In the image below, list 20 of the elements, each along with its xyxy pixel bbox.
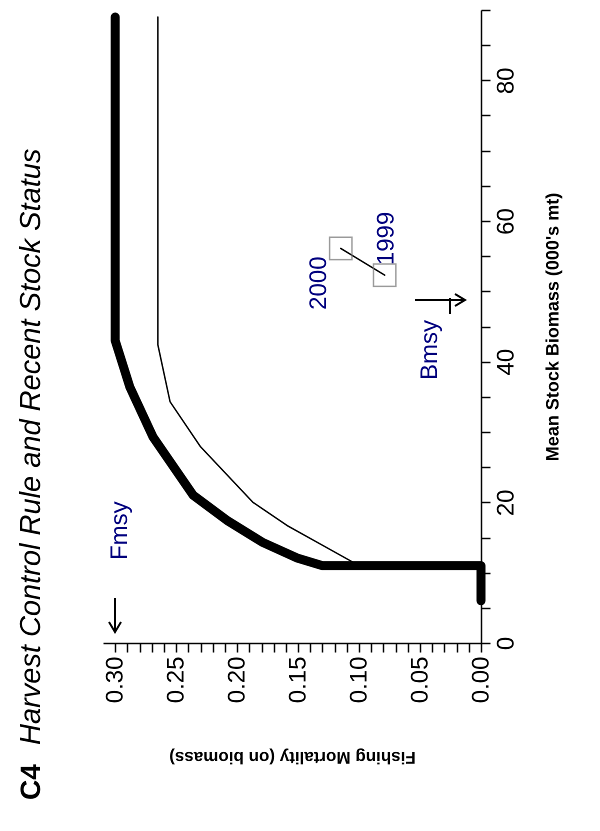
y-tick-label: 80 xyxy=(492,67,520,94)
y-tick-label: 60 xyxy=(492,208,520,235)
x-tick-label: 0.25 xyxy=(162,656,190,704)
annotation: 2000 xyxy=(304,256,332,310)
text: C4 xyxy=(15,764,46,800)
y-axis-title: Mean Stock Biomass (000's mt) xyxy=(542,192,562,462)
x-tick-label: 0.05 xyxy=(406,656,434,704)
y-tick-label: 20 xyxy=(492,489,520,516)
annotation: 1999 xyxy=(372,212,400,266)
text: Harvest Control Rule and Recent Stock Status xyxy=(15,148,47,745)
y-tick-label: 40 xyxy=(492,348,520,376)
annotation: Bmsy xyxy=(416,320,443,380)
x-axis-title: Fishing Mortality (on biomass) xyxy=(169,748,416,768)
annotation: Fmsy xyxy=(106,501,133,560)
x-tick-label: 0.10 xyxy=(346,656,373,704)
x-tick-label: 0.00 xyxy=(468,656,494,704)
x-tick-label: 0.30 xyxy=(102,656,129,704)
x-tick-label: 0.15 xyxy=(284,656,312,704)
y-tick-label: 0 xyxy=(492,636,520,650)
x-tick-label: 0.20 xyxy=(224,656,251,704)
